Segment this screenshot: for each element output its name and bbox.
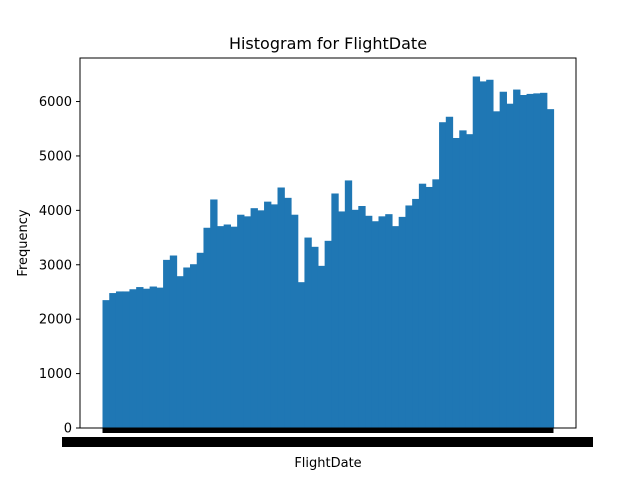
histogram-bar bbox=[459, 130, 467, 428]
histogram-bar bbox=[465, 134, 474, 428]
histogram-bar bbox=[142, 288, 151, 428]
histogram-bar bbox=[479, 81, 487, 429]
histogram-bar bbox=[169, 255, 178, 428]
histogram-bar bbox=[163, 259, 171, 428]
histogram-bar bbox=[317, 265, 326, 428]
x-axis-ticks bbox=[62, 428, 593, 447]
y-tick-label: 4000 bbox=[39, 204, 72, 219]
histogram-bar bbox=[540, 92, 548, 428]
histogram-bar bbox=[412, 198, 420, 428]
y-axis-label: Frequency bbox=[16, 209, 31, 276]
histogram-bar bbox=[210, 199, 218, 428]
histogram-bar bbox=[365, 215, 373, 428]
histogram-bar bbox=[304, 237, 312, 428]
histogram-bar bbox=[250, 208, 258, 428]
histogram-bar bbox=[109, 293, 117, 428]
histogram-bar bbox=[264, 201, 272, 428]
histogram-bar bbox=[223, 224, 231, 428]
histogram-bar bbox=[385, 214, 393, 428]
histogram-bar bbox=[230, 226, 238, 428]
histogram-bar bbox=[115, 291, 124, 428]
histogram-bar bbox=[506, 103, 514, 429]
histogram-bar bbox=[486, 79, 494, 428]
histogram-bar bbox=[371, 221, 380, 428]
y-tick-label: 1000 bbox=[39, 367, 72, 382]
chart-title: Histogram for FlightDate bbox=[229, 34, 427, 53]
histogram-bar bbox=[102, 300, 110, 428]
histogram-bar bbox=[344, 180, 353, 428]
histogram-bar bbox=[176, 276, 184, 428]
histogram-bar bbox=[196, 252, 205, 428]
histogram-bar bbox=[129, 289, 137, 428]
histogram-bar bbox=[391, 226, 400, 428]
histogram-bar bbox=[243, 216, 252, 428]
plot-frame bbox=[79, 57, 577, 429]
histogram-bar bbox=[378, 216, 386, 428]
histogram-bar bbox=[513, 89, 521, 428]
histogram-bar bbox=[156, 287, 164, 428]
y-tick-label: 2000 bbox=[39, 313, 72, 328]
histogram-bar bbox=[183, 267, 191, 428]
histogram-bar bbox=[445, 116, 454, 428]
histogram-bar bbox=[432, 179, 440, 428]
histogram-bar bbox=[526, 93, 534, 428]
bars-group bbox=[102, 76, 555, 429]
y-tick-label: 0 bbox=[64, 422, 72, 437]
x-tick-marks-band bbox=[102, 428, 554, 433]
histogram-bar bbox=[311, 246, 319, 428]
histogram-bar bbox=[439, 122, 447, 429]
histogram-bar bbox=[290, 214, 299, 428]
histogram-bar bbox=[136, 287, 144, 428]
histogram-bar bbox=[277, 187, 285, 428]
histogram-bar bbox=[398, 216, 407, 428]
histogram-bar bbox=[237, 214, 245, 428]
histogram-bar bbox=[149, 286, 157, 428]
histogram-bar bbox=[122, 291, 131, 428]
y-tick-label: 6000 bbox=[39, 95, 72, 110]
histogram-bar bbox=[351, 209, 359, 428]
histogram-bar bbox=[492, 111, 501, 428]
histogram-bar bbox=[324, 240, 332, 428]
y-axis-ticks: 0 1000 2000 3000 4000 5000 6000 bbox=[39, 95, 80, 437]
histogram-bar bbox=[297, 282, 306, 428]
histogram-bar bbox=[216, 226, 225, 428]
x-axis-label: FlightDate bbox=[294, 456, 361, 471]
histogram-bar bbox=[546, 109, 555, 429]
histogram-bar bbox=[418, 183, 427, 428]
histogram-bar bbox=[190, 264, 198, 428]
histogram-bar bbox=[270, 204, 279, 428]
y-tick-label: 5000 bbox=[39, 149, 72, 164]
histogram-bar bbox=[499, 91, 507, 429]
histogram-bar bbox=[358, 206, 366, 428]
histogram-bar bbox=[331, 193, 339, 428]
histogram-bar bbox=[452, 137, 460, 429]
x-tick-labels-overlapping bbox=[62, 437, 593, 447]
histogram-bar bbox=[533, 93, 541, 429]
histogram-bar bbox=[338, 211, 346, 428]
histogram-bar bbox=[284, 197, 292, 428]
histogram-bar bbox=[425, 186, 433, 428]
histogram-bar bbox=[257, 210, 265, 428]
histogram-bar bbox=[203, 227, 211, 428]
histogram-bar bbox=[405, 205, 413, 428]
histogram-bar bbox=[472, 76, 481, 428]
y-tick-label: 3000 bbox=[39, 258, 72, 273]
histogram-bar bbox=[519, 95, 528, 428]
